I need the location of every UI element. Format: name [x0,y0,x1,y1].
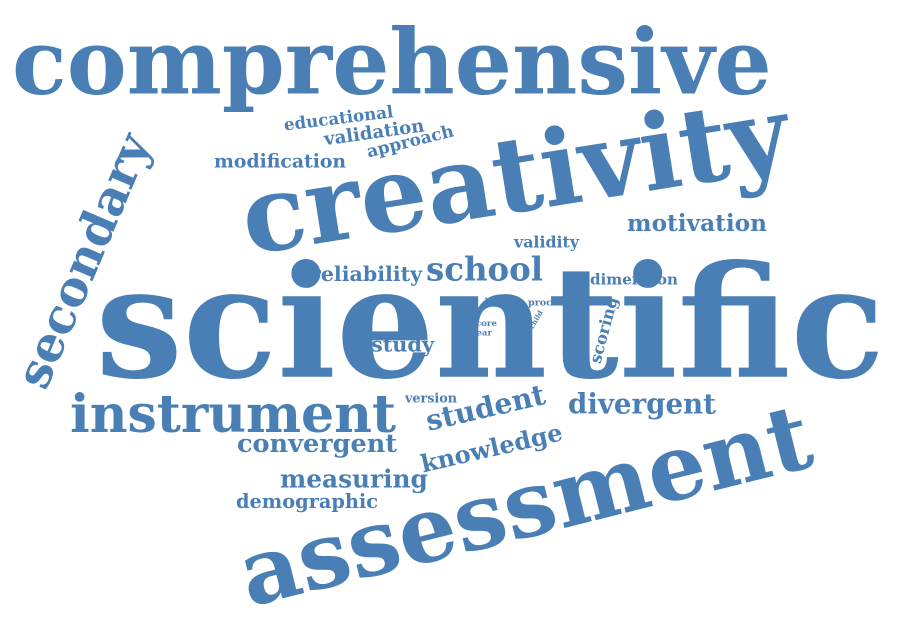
word-dimension: dimension [590,270,678,288]
word-modification: modification [214,149,347,173]
word-score: score [471,317,498,329]
word-study: study [371,331,435,357]
word-convergent: convergent [237,427,398,459]
word-demographic: demographic [236,489,378,513]
word-version: version [405,390,458,406]
word-clear: clear [468,327,492,338]
word-proc: proc [528,296,553,308]
word-comprehensive: comprehensive [12,8,772,116]
word-reliability: reliability [310,261,423,287]
word-measuring: measuring [280,464,428,494]
word-school: school [426,249,544,289]
word-divergent: divergent [568,387,716,421]
word-validity: validity [514,232,580,252]
word-scientific: scientific [95,231,885,414]
word-motivation: motivation [627,209,768,237]
word-instrument: instrument [69,383,396,445]
